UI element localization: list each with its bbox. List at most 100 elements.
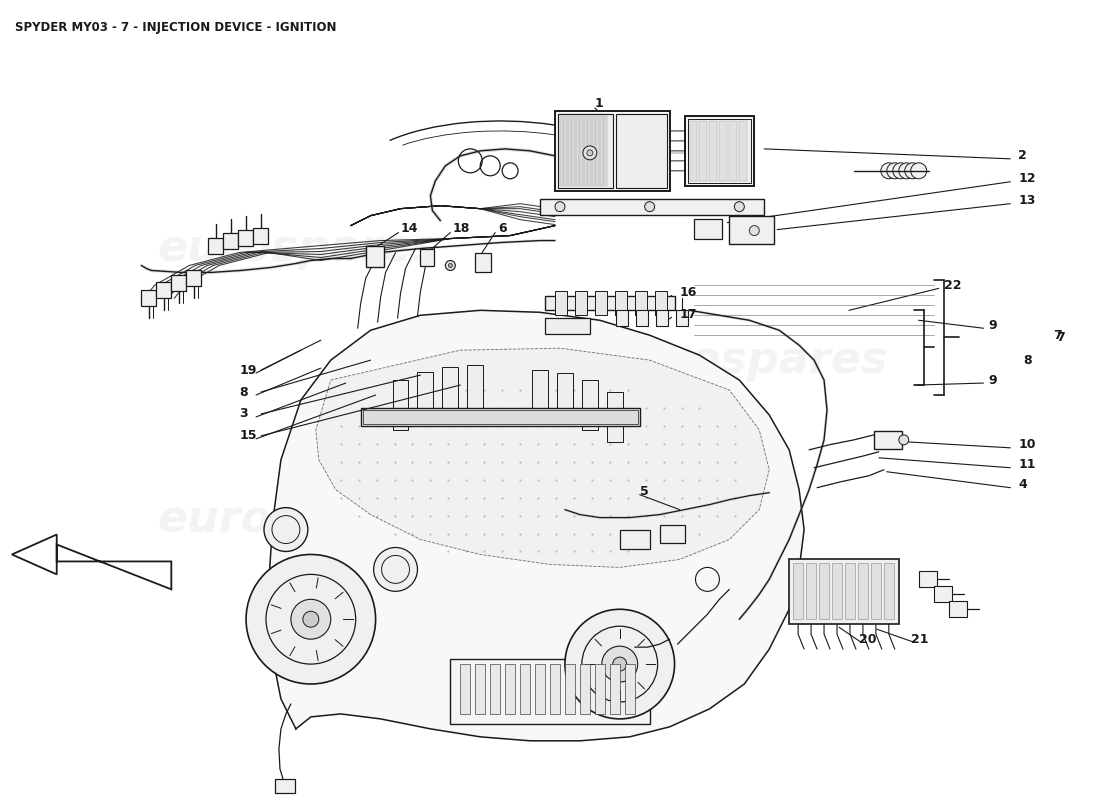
Bar [361, 408, 640, 426]
Text: 16: 16 [680, 286, 697, 299]
Circle shape [613, 657, 627, 671]
Circle shape [735, 202, 745, 212]
Text: 22: 22 [944, 279, 961, 292]
Bar [450, 659, 650, 724]
Bar [660, 525, 684, 542]
Bar [694, 218, 723, 238]
Bar [873, 431, 902, 449]
Bar [654, 291, 667, 315]
Polygon shape [316, 348, 769, 567]
Text: 2: 2 [1019, 150, 1027, 162]
Text: 17: 17 [680, 308, 697, 321]
Bar [615, 291, 627, 315]
Bar [420, 249, 434, 266]
Bar [186, 270, 201, 286]
Text: 21: 21 [911, 633, 928, 646]
Bar [580, 664, 590, 714]
Bar [253, 228, 268, 243]
Bar [560, 116, 563, 186]
Bar [156, 282, 172, 298]
Bar [934, 586, 952, 602]
Circle shape [565, 610, 674, 719]
Bar [556, 111, 670, 190]
Bar [418, 372, 433, 422]
Bar [275, 778, 295, 793]
Bar [616, 310, 628, 326]
Bar [491, 664, 501, 714]
Bar [635, 291, 647, 315]
Text: 19: 19 [239, 364, 256, 377]
Bar [607, 392, 623, 442]
Bar [544, 296, 674, 310]
Circle shape [749, 226, 759, 235]
Text: 13: 13 [1019, 194, 1036, 207]
Text: 9: 9 [989, 318, 997, 332]
Circle shape [556, 202, 565, 212]
Bar [700, 121, 707, 181]
Bar [208, 238, 223, 254]
Bar [592, 116, 595, 186]
Bar [558, 114, 613, 188]
Text: 10: 10 [1019, 438, 1036, 451]
Bar [619, 530, 650, 550]
Text: 7: 7 [1056, 330, 1065, 344]
Text: 7: 7 [1053, 329, 1062, 342]
Bar [684, 116, 755, 186]
Text: 9: 9 [989, 374, 997, 386]
Bar [616, 114, 667, 188]
Bar [710, 121, 717, 181]
Bar [142, 290, 156, 306]
Bar [580, 116, 583, 186]
Text: 6: 6 [498, 222, 507, 235]
Bar [845, 563, 855, 619]
Bar [739, 121, 747, 181]
Bar [442, 367, 459, 417]
Bar [365, 246, 384, 267]
Bar [604, 116, 607, 186]
Bar [729, 216, 774, 243]
Polygon shape [270, 310, 804, 741]
Circle shape [583, 146, 597, 160]
Bar [609, 664, 619, 714]
Circle shape [449, 263, 452, 267]
Bar [468, 365, 483, 415]
Bar [556, 291, 566, 315]
Polygon shape [12, 534, 172, 590]
Bar [871, 563, 881, 619]
Bar [688, 119, 751, 182]
Bar [520, 664, 530, 714]
Text: 11: 11 [1019, 458, 1036, 471]
Bar [393, 380, 408, 430]
Text: 3: 3 [239, 407, 248, 421]
Bar [596, 116, 598, 186]
Circle shape [911, 163, 926, 178]
Bar [544, 318, 590, 334]
Bar [729, 121, 737, 181]
Bar [576, 116, 579, 186]
Text: 5: 5 [640, 485, 648, 498]
Circle shape [302, 611, 319, 627]
Bar [172, 275, 186, 291]
Bar [540, 198, 764, 214]
Bar [625, 664, 635, 714]
Circle shape [264, 508, 308, 551]
Bar [575, 291, 587, 315]
Bar [789, 559, 899, 624]
Circle shape [290, 599, 331, 639]
Bar [582, 380, 597, 430]
Bar [505, 664, 515, 714]
Text: 15: 15 [239, 430, 256, 442]
Bar [475, 664, 485, 714]
Bar [535, 664, 544, 714]
Bar [719, 121, 727, 181]
Bar [595, 291, 607, 315]
Circle shape [887, 163, 903, 178]
Bar [636, 310, 648, 326]
Bar [820, 563, 829, 619]
Text: SPYDER MY03 - 7 - INJECTION DEVICE - IGNITION: SPYDER MY03 - 7 - INJECTION DEVICE - IGN… [15, 22, 337, 34]
Circle shape [587, 150, 593, 156]
Bar [564, 116, 567, 186]
Bar [600, 116, 603, 186]
Bar [565, 664, 575, 714]
Bar [550, 664, 560, 714]
